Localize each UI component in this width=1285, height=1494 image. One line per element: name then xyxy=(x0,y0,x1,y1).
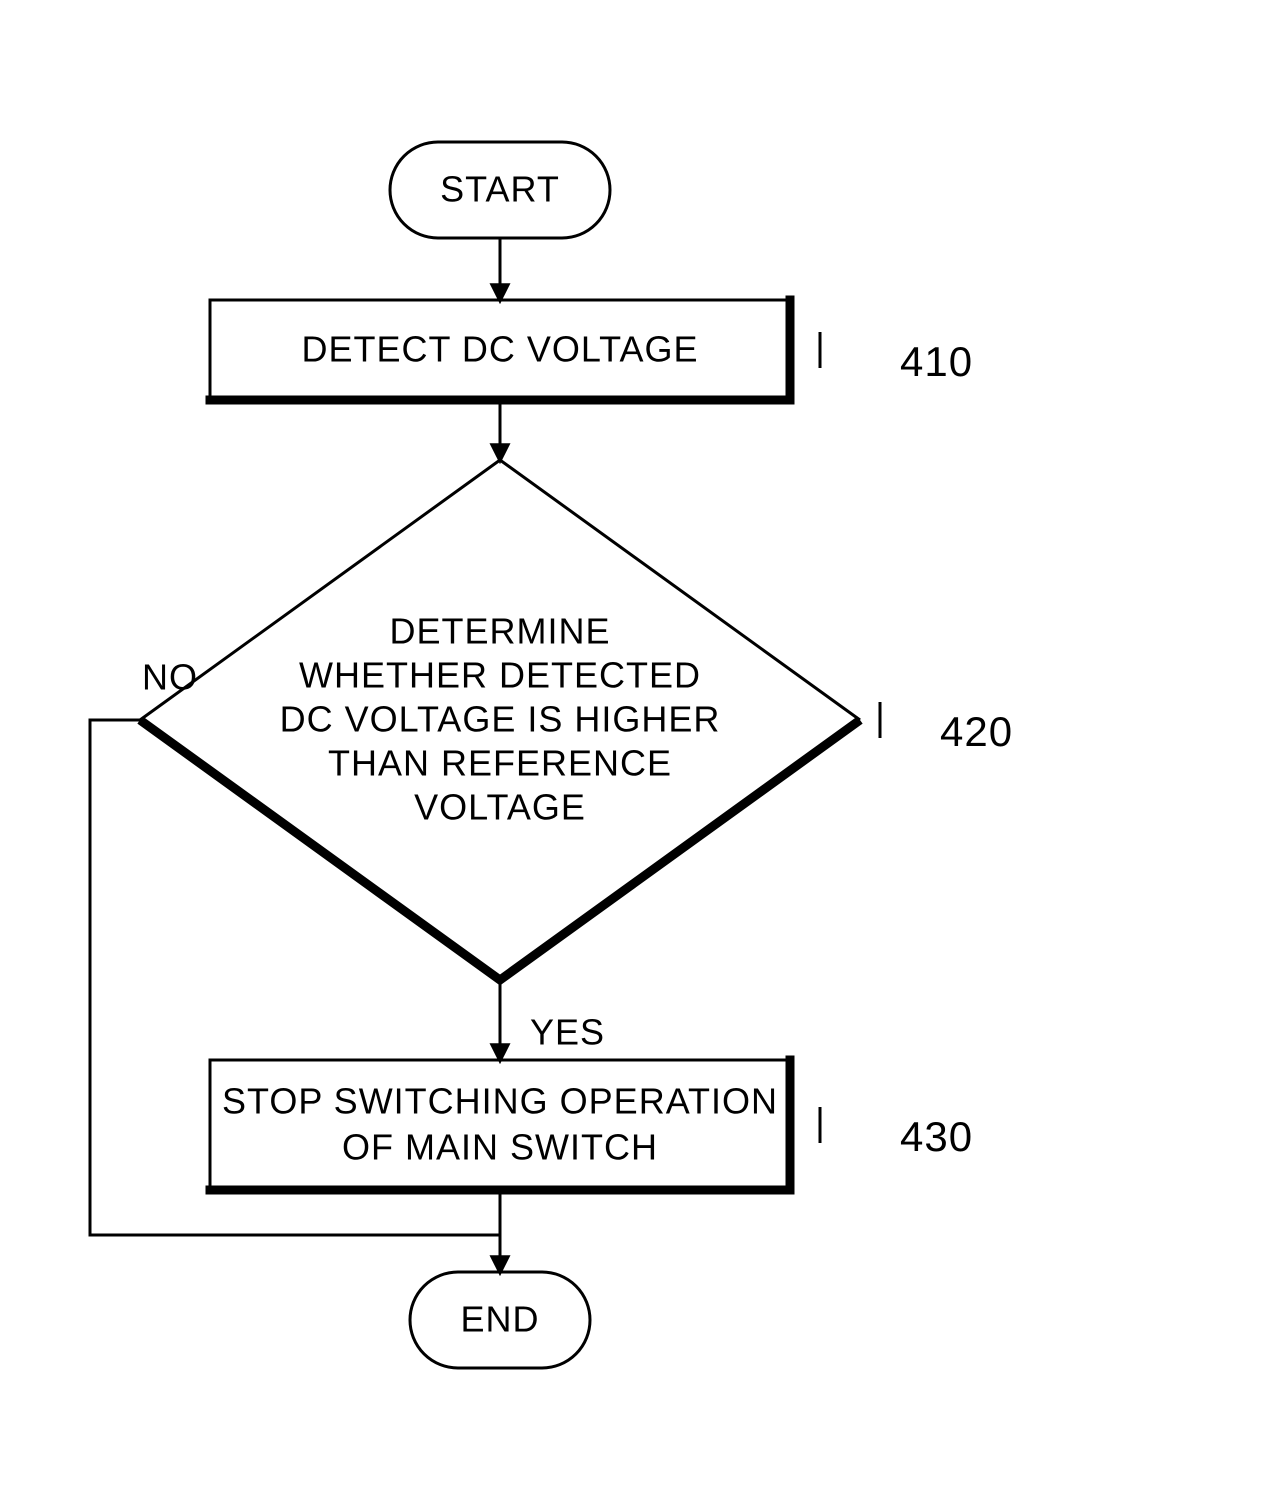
detect-label: DETECT DC VOLTAGE xyxy=(301,329,698,370)
no-label: NO xyxy=(142,657,198,698)
decision-label-line: DETERMINE xyxy=(389,611,610,652)
start-label: START xyxy=(440,169,560,210)
detect-ref: 410 xyxy=(900,338,973,385)
decision-label-line: WHETHER DETECTED xyxy=(299,655,701,696)
decision-label-line: THAN REFERENCE xyxy=(328,743,672,784)
yes-label: YES xyxy=(530,1012,605,1053)
stop-label-line: STOP SWITCHING OPERATION xyxy=(222,1081,778,1122)
stop-ref: 430 xyxy=(900,1113,973,1160)
end-label: END xyxy=(460,1299,539,1340)
flowchart-canvas: START DETECT DC VOLTAGE 410 DETERMINEWHETHE… xyxy=(0,0,1285,1494)
decision-label-line: DC VOLTAGE IS HIGHER xyxy=(280,699,721,740)
stop-label-line: OF MAIN SWITCH xyxy=(342,1127,658,1168)
decision-ref: 420 xyxy=(940,708,1013,755)
decision-label-line: VOLTAGE xyxy=(414,787,586,828)
